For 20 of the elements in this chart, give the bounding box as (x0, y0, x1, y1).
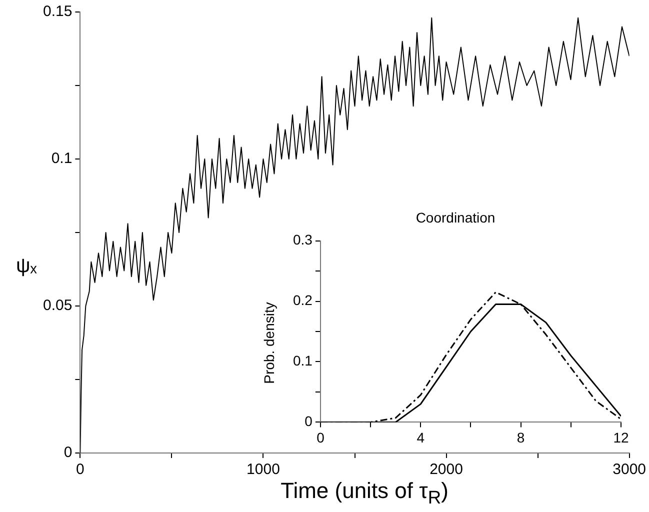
y-tick-label: 0 (64, 444, 72, 462)
y-tick-label: 0.15 (42, 3, 72, 20)
y-tick-label: 0.1 (51, 150, 72, 168)
y-axis-title: Prob. density (260, 302, 277, 384)
y-tick-label: 0.2 (292, 292, 313, 308)
x-tick-label: 2000 (430, 461, 463, 478)
y-tick-label: 0.1 (292, 352, 313, 369)
x-tick-label: 0 (76, 461, 84, 478)
x-tick-label: 12 (613, 429, 629, 446)
x-tick-label: 4 (416, 429, 425, 446)
x-axis-title: Time (units of τ$_{R}$) (280, 478, 450, 508)
y-tick-label: 0.3 (292, 232, 313, 248)
x-tick-label: 1000 (246, 461, 280, 478)
x-tick-label: 8 (516, 429, 525, 446)
y-tick-label: 0 (304, 413, 313, 430)
x-tick-label: 3000 (612, 461, 646, 478)
x-tick-label: 0 (316, 429, 325, 446)
chart-title: Coordination (416, 209, 496, 226)
y-axis-title: ψₓ (16, 255, 37, 278)
y-tick-label: 0.05 (42, 297, 72, 314)
